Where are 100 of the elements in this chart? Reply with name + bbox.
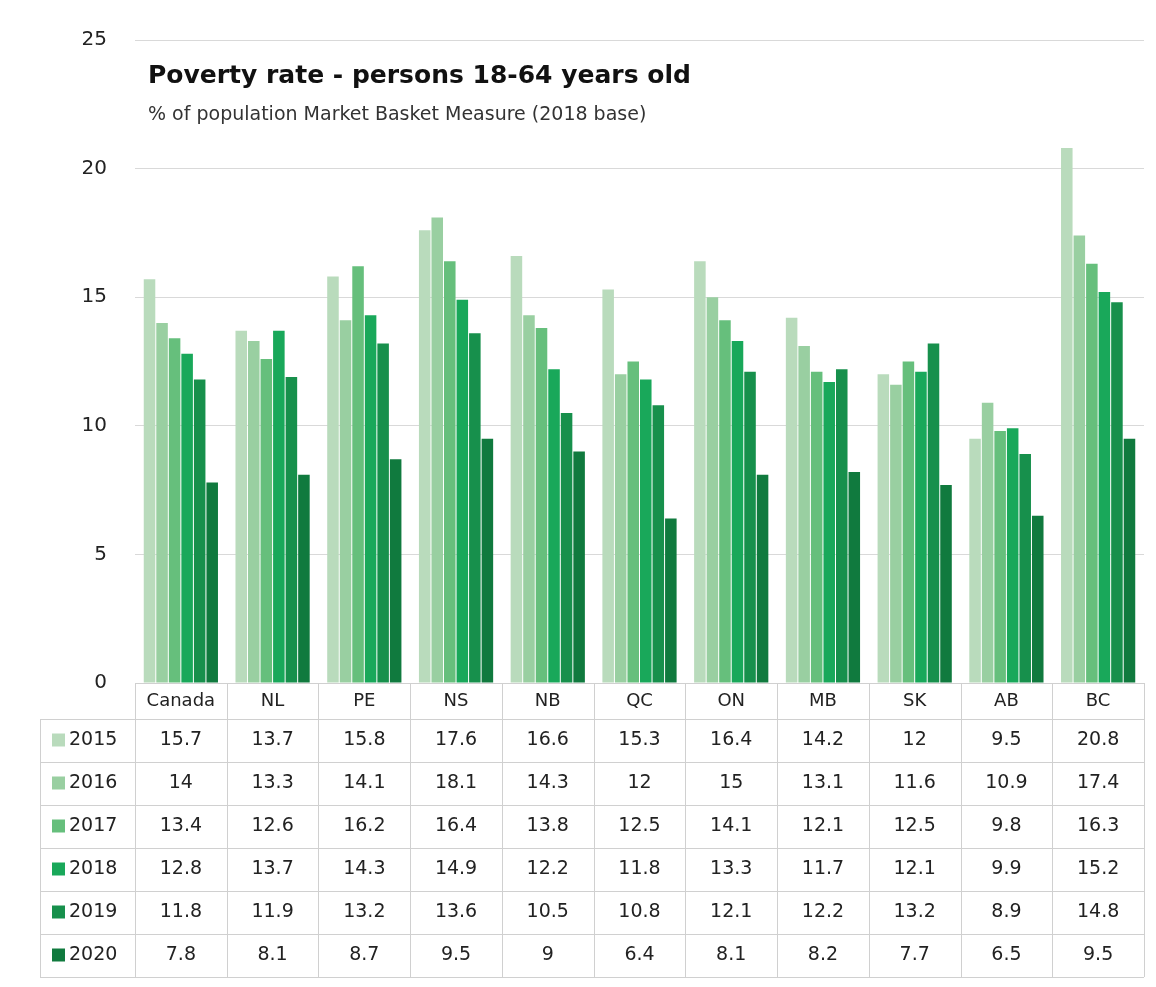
bar bbox=[614, 374, 627, 683]
x-tick-label: Canada bbox=[146, 689, 216, 711]
bar bbox=[927, 343, 940, 683]
data-label: 13.1 bbox=[801, 770, 845, 793]
bar bbox=[352, 266, 364, 683]
data-label: 6.5 bbox=[991, 942, 1022, 965]
data-label: 12 bbox=[902, 727, 927, 750]
bar bbox=[1086, 263, 1098, 683]
data-label: 12.1 bbox=[710, 899, 753, 922]
bar bbox=[206, 482, 218, 683]
data-label: 10.5 bbox=[526, 899, 569, 922]
bar bbox=[810, 371, 823, 683]
data-label: 16.3 bbox=[1076, 813, 1120, 836]
data-label: 11.7 bbox=[801, 856, 845, 879]
bar bbox=[848, 472, 861, 683]
x-tick-label: QC bbox=[626, 689, 653, 711]
bar bbox=[510, 256, 523, 683]
bar bbox=[877, 374, 890, 683]
data-label: 12.5 bbox=[893, 813, 936, 836]
bar bbox=[181, 353, 193, 683]
data-label: 11.8 bbox=[159, 899, 203, 922]
bar bbox=[1123, 438, 1136, 683]
x-tick-label: PE bbox=[353, 689, 376, 711]
bar bbox=[731, 340, 744, 683]
y-tick-label: 20 bbox=[81, 154, 107, 179]
bar bbox=[298, 474, 310, 683]
data-label: 8.1 bbox=[716, 942, 747, 965]
legend-label: 2015 bbox=[69, 727, 118, 750]
bar bbox=[548, 369, 560, 683]
bar bbox=[823, 382, 835, 683]
bar bbox=[798, 346, 810, 683]
data-label: 14.3 bbox=[343, 856, 386, 879]
bar bbox=[756, 474, 769, 683]
data-label: 11.9 bbox=[251, 899, 294, 922]
data-label: 14.8 bbox=[1076, 899, 1120, 922]
bar bbox=[981, 402, 994, 683]
x-tick-label: AB bbox=[994, 689, 1019, 711]
data-label: 13.7 bbox=[251, 856, 294, 879]
bar bbox=[1073, 235, 1086, 683]
bar bbox=[1098, 292, 1111, 683]
data-label: 14.1 bbox=[710, 813, 753, 836]
data-label: 12.2 bbox=[526, 856, 569, 879]
data-label: 12 bbox=[627, 770, 652, 793]
bar bbox=[327, 276, 339, 683]
bar bbox=[1061, 148, 1073, 683]
data-label: 10.8 bbox=[618, 899, 661, 922]
bar bbox=[156, 322, 168, 683]
bar bbox=[235, 330, 248, 683]
x-tick-label: BC bbox=[1085, 689, 1111, 711]
data-label: 16.4 bbox=[710, 727, 753, 750]
data-label: 12.6 bbox=[251, 813, 294, 836]
bar bbox=[444, 261, 456, 683]
bar bbox=[890, 384, 902, 683]
bar bbox=[627, 361, 639, 683]
bar bbox=[469, 333, 481, 683]
data-label: 15 bbox=[719, 770, 744, 793]
data-label: 14.9 bbox=[434, 856, 478, 879]
y-tick-label: 0 bbox=[94, 669, 107, 694]
data-label: 13.2 bbox=[893, 899, 936, 922]
data-label: 9.5 bbox=[1083, 942, 1114, 965]
bar bbox=[168, 338, 181, 683]
x-tick-label: NS bbox=[443, 689, 469, 711]
bar bbox=[377, 343, 389, 683]
bar bbox=[573, 451, 585, 683]
bar bbox=[1019, 454, 1031, 683]
bar bbox=[835, 369, 848, 683]
data-label: 15.7 bbox=[159, 727, 203, 750]
bar bbox=[785, 317, 798, 683]
x-tick-label: ON bbox=[717, 689, 746, 711]
legend-label: 2019 bbox=[69, 899, 118, 922]
y-tick-label: 15 bbox=[81, 283, 107, 308]
bar bbox=[1111, 302, 1123, 683]
bar bbox=[560, 412, 573, 683]
data-label: 15.3 bbox=[618, 727, 661, 750]
data-label: 12.1 bbox=[893, 856, 936, 879]
bar bbox=[418, 230, 431, 683]
bar bbox=[640, 379, 652, 683]
data-label: 13.4 bbox=[159, 813, 203, 836]
bar bbox=[339, 320, 352, 683]
bar bbox=[940, 484, 952, 683]
legend-label: 2017 bbox=[69, 813, 118, 836]
bar bbox=[431, 217, 444, 683]
data-label: 9 bbox=[541, 942, 554, 965]
bar bbox=[481, 438, 494, 683]
x-tick-label: MB bbox=[809, 689, 837, 711]
bar bbox=[285, 376, 298, 683]
bar bbox=[694, 261, 706, 683]
bar bbox=[719, 320, 731, 683]
bar bbox=[652, 405, 665, 683]
data-label: 6.4 bbox=[624, 942, 655, 965]
data-label: 16.6 bbox=[526, 727, 569, 750]
data-label: 17.6 bbox=[434, 727, 478, 750]
data-label: 15.8 bbox=[343, 727, 386, 750]
data-label: 14.2 bbox=[801, 727, 845, 750]
bar bbox=[273, 330, 285, 683]
data-label: 12.5 bbox=[618, 813, 661, 836]
data-label: 7.7 bbox=[899, 942, 930, 965]
data-label: 13.2 bbox=[343, 899, 386, 922]
bar bbox=[665, 518, 677, 683]
x-tick-label: NB bbox=[534, 689, 561, 711]
